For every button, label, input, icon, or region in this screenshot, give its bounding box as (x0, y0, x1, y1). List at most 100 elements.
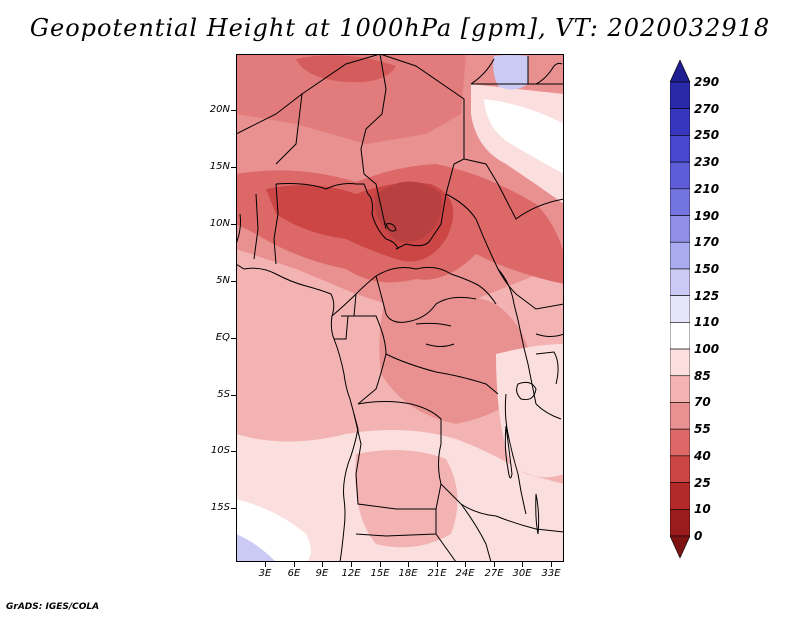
border-mali (236, 92, 303, 165)
colorbar-box (670, 348, 690, 377)
colorbar-box (670, 295, 690, 323)
y-tick-mark (231, 395, 236, 396)
border-chad-west (363, 173, 387, 230)
border-kenya (535, 333, 564, 420)
grads-credit: GrADS: IGES/COLA (6, 602, 100, 612)
coastline-red-sea (470, 58, 563, 85)
colorbar-box (670, 81, 690, 110)
y-tick-label: EQ (215, 332, 230, 343)
lake-chad (385, 223, 397, 232)
y-tick-mark (231, 508, 236, 509)
y-tick-label: 15N (209, 161, 230, 172)
field-ne-white (484, 99, 564, 174)
x-tick-label: 21E (427, 568, 447, 579)
x-tick-label: 18E (398, 568, 418, 579)
colorbar-segments (670, 60, 690, 558)
colorbar-label: 230 (694, 155, 720, 170)
x-tick-label: 30E (512, 568, 532, 579)
border-drc-north (385, 353, 499, 395)
colorbar-arrow-top (670, 60, 690, 83)
field-gulf-light (236, 264, 360, 454)
border-tanzania (504, 393, 527, 515)
river-congo (415, 322, 455, 347)
colorbar-label: 0 (694, 529, 703, 543)
field-sw-blue (236, 534, 276, 562)
colorbar-label: 110 (694, 315, 720, 330)
border-nigeria-niger (275, 183, 399, 250)
x-tick-label: 15E (370, 568, 390, 579)
colorbar-label: 190 (694, 208, 720, 223)
colorbar-label: 10 (694, 502, 711, 517)
x-tick-label: 9E (315, 568, 329, 579)
x-tick-label: 12E (341, 568, 361, 579)
colorbar-label: 40 (694, 448, 711, 463)
country-borders (236, 54, 564, 562)
colorbar-label: 270 (694, 101, 720, 116)
border-south-sudan (445, 193, 564, 310)
border-chad-east (395, 193, 447, 250)
x-tick-label: 6E (287, 568, 301, 579)
x-tick-mark (380, 562, 381, 567)
x-tick-mark (408, 562, 409, 567)
colorbar-box (670, 322, 690, 350)
x-tick-mark (551, 562, 552, 567)
x-tick-mark (437, 562, 438, 567)
colorbar-label: 70 (694, 395, 711, 410)
field-chad-min (374, 181, 442, 243)
x-tick-mark (465, 562, 466, 567)
y-tick-mark (231, 338, 236, 339)
border-saudi (527, 56, 564, 85)
x-tick-label: 3E (258, 568, 272, 579)
x-tick-mark (322, 562, 323, 567)
map-canvas (236, 54, 564, 562)
colorbar-label: 85 (694, 368, 711, 383)
colorbar-label: 170 (694, 235, 720, 250)
colorbar-box (670, 375, 690, 403)
field-north-peak (296, 55, 396, 83)
field-sahara-core (236, 54, 466, 144)
colorbar-label: 150 (694, 261, 720, 276)
y-tick-mark (231, 224, 236, 225)
map-plot[interactable] (236, 54, 564, 562)
x-tick-mark (294, 562, 295, 567)
colorbar-box (670, 161, 690, 190)
lake-victoria (516, 381, 537, 400)
y-tick-mark (231, 451, 236, 452)
colorbar-label: 125 (694, 288, 720, 303)
border-namibia-north (355, 533, 437, 537)
border-drc-south (357, 401, 497, 517)
colorbar-box (670, 188, 690, 216)
lake-malawi (535, 493, 540, 535)
x-tick-label: 27E (484, 568, 504, 579)
colorbar-box (670, 135, 690, 163)
colorbar-label: 25 (694, 475, 711, 490)
lake-tanganyika (504, 425, 513, 479)
border-zambia (460, 503, 564, 562)
colorbar-label: 55 (694, 422, 711, 437)
colorbar-label: 250 (694, 128, 720, 143)
colorbar-arrow-bottom (670, 535, 690, 558)
x-tick-mark (351, 562, 352, 567)
x-tick-label: 24E (455, 568, 475, 579)
border-algeria-niger (360, 54, 387, 175)
border-car-south (375, 275, 477, 323)
colorbar-box (670, 268, 690, 296)
border-ghana (253, 193, 259, 260)
x-tick-mark (522, 562, 523, 567)
colorbar-box (670, 241, 690, 270)
y-tick-label: 15S (210, 502, 230, 513)
y-tick-mark (231, 281, 236, 282)
border-benin (273, 183, 279, 265)
x-tick-mark (265, 562, 266, 567)
colorbar-box (670, 108, 690, 136)
y-tick-mark (231, 167, 236, 168)
field-east-light (496, 344, 564, 478)
y-tick-label: 5S (217, 389, 230, 400)
y-tick-label: 5N (216, 275, 230, 286)
x-tick-label: 33E (541, 568, 561, 579)
colorbar-box (670, 402, 690, 430)
colorbar-box (670, 428, 690, 457)
lakes (385, 223, 540, 535)
colorbar-box (670, 508, 690, 537)
colorbar-box (670, 455, 690, 483)
